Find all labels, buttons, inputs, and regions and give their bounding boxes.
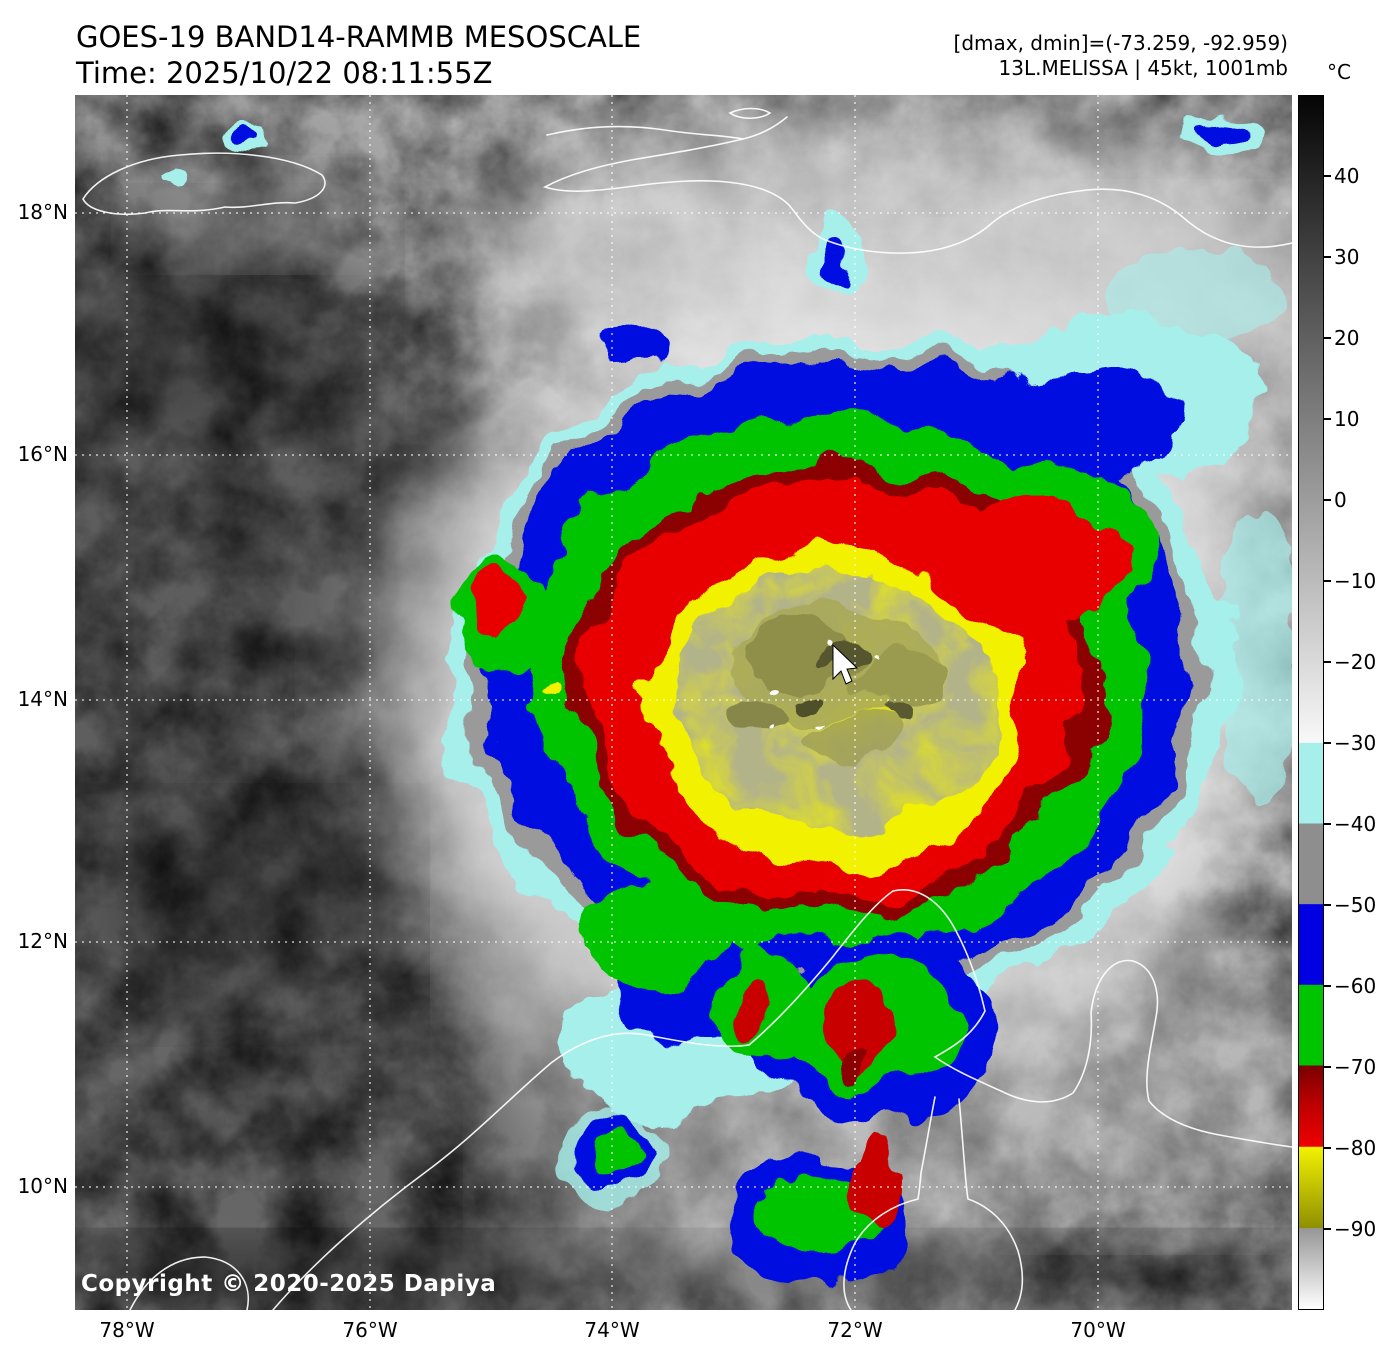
lon-label: 70°W — [1070, 1318, 1126, 1342]
lat-label: 14°N — [17, 687, 68, 711]
colorbar-tick-label: −30 — [1323, 731, 1377, 755]
lon-label: 78°W — [99, 1318, 155, 1342]
coastline-gonave — [728, 107, 772, 120]
lat-label: 16°N — [17, 442, 68, 466]
lat-label: 12°N — [17, 929, 68, 953]
colorbar-unit-label: °C — [1327, 60, 1351, 84]
coastline-hispaniola-south — [542, 116, 1292, 254]
colorbar-tick-label: 20 — [1323, 326, 1360, 350]
coastline-maracaibo-west — [843, 1096, 936, 1310]
storm-info: 13L.MELISSA | 45kt, 1001mb — [998, 56, 1288, 80]
product-title: GOES-19 BAND14-RAMMB MESOSCALE — [76, 20, 642, 54]
detached-convection — [168, 111, 1292, 1282]
colorbar-tick-label: −80 — [1323, 1136, 1377, 1160]
colorbar-tick-label: 0 — [1324, 488, 1347, 512]
coastlines — [82, 107, 1292, 1310]
coastline-uraba — [129, 1256, 249, 1310]
lon-label: 72°W — [827, 1318, 883, 1342]
lat-label: 10°N — [17, 1174, 68, 1198]
colorbar-tick-label: 30 — [1323, 245, 1360, 269]
copyright-watermark: Copyright © 2020-2025 Dapiya — [81, 1271, 497, 1297]
lat-label: 18°N — [17, 200, 68, 224]
colorbar-tick-label: −60 — [1323, 974, 1377, 998]
colorbar-tick-label: −90 — [1323, 1217, 1377, 1241]
colorbar-tick-label: −70 — [1323, 1055, 1377, 1079]
colorbar-tick-label: 10 — [1323, 407, 1360, 431]
satellite-image — [75, 95, 1292, 1310]
colorbar-tick-label: −40 — [1323, 812, 1377, 836]
lon-label: 74°W — [584, 1318, 640, 1342]
temperature-colorbar — [1298, 95, 1324, 1310]
mouse-cursor-icon — [832, 643, 859, 685]
colorbar-tick-label: −10 — [1323, 569, 1377, 593]
timestamp: Time: 2025/10/22 08:11:55Z — [76, 56, 493, 90]
coastline-south-america — [272, 889, 1292, 1310]
coastline-maracaibo-east — [958, 1098, 1024, 1310]
header-info: [dmax, dmin]=(-73.259, -92.959) 13L.MELI… — [840, 31, 1288, 81]
dmax-dmin-readout: [dmax, dmin]=(-73.259, -92.959) — [953, 31, 1288, 55]
lon-label: 76°W — [342, 1318, 398, 1342]
colorbar-tick-label: −50 — [1323, 893, 1377, 917]
coastline-hispaniola-north — [546, 125, 744, 140]
satellite-map[interactable]: Copyright © 2020-2025 Dapiya — [75, 95, 1292, 1310]
colorbar-tick-label: 40 — [1323, 164, 1360, 188]
colorbar-tick-label: −20 — [1323, 650, 1377, 674]
